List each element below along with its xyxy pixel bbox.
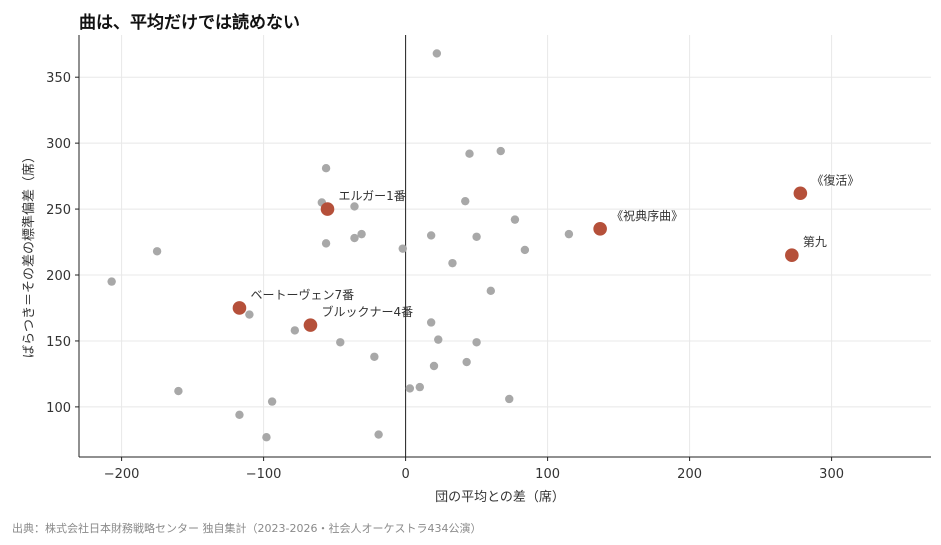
y-tick-label: 300 (46, 137, 71, 152)
scatter-point (357, 229, 366, 239)
scatter-point (448, 258, 457, 268)
highlight-point (320, 202, 335, 216)
scatter-point (505, 394, 514, 404)
highlight-point (232, 301, 247, 315)
scatter-point (374, 430, 383, 439)
data-points (107, 49, 808, 442)
y-tick-label: 250 (46, 203, 71, 218)
y-tick-label: 100 (46, 401, 71, 416)
scatter-point (152, 247, 162, 256)
scatter-point (235, 410, 244, 419)
highlight-point-label: ブルックナー4番 (321, 304, 413, 319)
highlight-point (785, 248, 799, 263)
highlight-point (593, 222, 607, 236)
scatter-point (336, 338, 345, 347)
scatter-point (107, 277, 116, 286)
scatter-point (370, 352, 379, 361)
scatter-point (426, 318, 436, 327)
scatter-point (429, 361, 439, 371)
x-tick-label: 300 (819, 467, 844, 482)
highlight-point (793, 186, 808, 201)
scatter-point (520, 245, 530, 255)
scatter-point (262, 433, 271, 442)
scatter-point (267, 397, 277, 406)
scatter-point (398, 244, 407, 253)
scatter-point (486, 286, 495, 296)
grid-lines (79, 35, 931, 457)
x-tick-label: −200 (104, 467, 140, 482)
tick-labels: −200 −100 0 100 200 300 100 150 200 250 300 350 (46, 71, 844, 482)
scatter-point (434, 335, 443, 344)
y-tick-label: 150 (46, 335, 71, 350)
highlight-point-label: ベートーヴェン7番 (250, 287, 354, 302)
highlight-point-label: 《祝典序曲》 (611, 208, 683, 223)
source-note: 出典：株式会社日本財務戦略センター 独自集計（2023-2026・社会人オーケス… (12, 522, 482, 535)
x-axis-title: 団の平均との差（席） (435, 489, 565, 505)
x-tick-label: −100 (246, 467, 282, 482)
highlight-point-label: エルガー1番 (339, 189, 406, 203)
axes (75, 35, 931, 461)
scatter-point (245, 310, 254, 319)
scatter-point (432, 49, 442, 58)
highlight-point-label: 第九 (803, 235, 827, 249)
highlight-point-label: 《復活》 (811, 172, 859, 187)
scatter-point (405, 384, 415, 393)
scatter-point (321, 239, 331, 248)
y-axis-title: ばらつき＝その差の標準偏差（席） (21, 150, 37, 358)
scatter-point (350, 233, 359, 243)
scatter-point (426, 231, 436, 240)
scatter-point (321, 163, 331, 173)
scatter-point (461, 196, 470, 206)
x-tick-label: 0 (401, 467, 409, 482)
scatter-point (290, 326, 300, 335)
chart-title: 曲は、平均だけでは読めない (79, 13, 300, 33)
scatter-point (510, 215, 520, 224)
scatter-point (472, 338, 481, 347)
y-tick-label: 200 (46, 269, 71, 284)
scatter-point (462, 357, 471, 367)
x-tick-label: 100 (535, 467, 560, 482)
scatter-point (465, 149, 474, 158)
scatter-point (415, 382, 424, 392)
scatter-point (564, 229, 574, 239)
highlight-point (303, 318, 318, 332)
y-tick-label: 350 (46, 71, 71, 86)
scatter-point (496, 146, 505, 156)
scatter-point (350, 202, 359, 211)
scatter-point (472, 232, 481, 241)
scatter-point (174, 386, 183, 396)
x-tick-label: 200 (677, 467, 702, 482)
